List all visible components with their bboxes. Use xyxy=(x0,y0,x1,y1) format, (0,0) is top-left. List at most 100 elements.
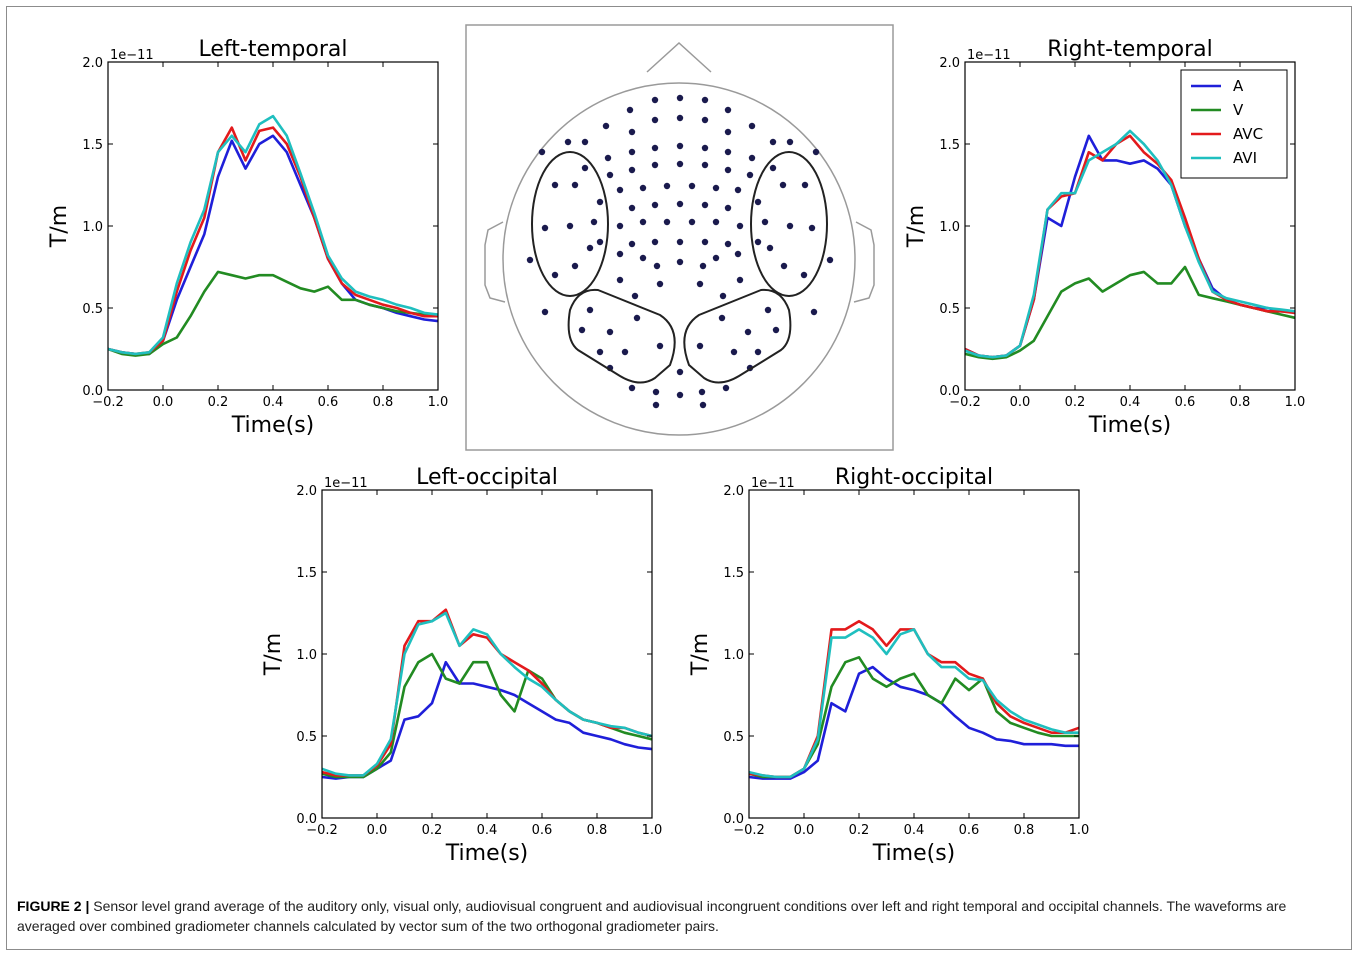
sensor-dot xyxy=(628,240,636,248)
series-line-avi xyxy=(107,114,439,356)
sensor-dot xyxy=(663,182,671,190)
sensor-dot xyxy=(734,250,742,258)
sensor-dot xyxy=(626,106,634,114)
sensor-dot xyxy=(724,106,732,114)
x-tick-label: 0.6 xyxy=(959,823,980,838)
y-tick-label: 1.5 xyxy=(939,138,960,153)
x-axis-label: Time(s) xyxy=(445,841,528,866)
sensor-dot xyxy=(581,138,589,146)
sensor-dot xyxy=(616,222,624,230)
sensor-dot xyxy=(538,148,546,156)
sensor-dot xyxy=(590,218,598,226)
sensor-dot xyxy=(656,280,664,288)
x-tick-label: 0.2 xyxy=(208,395,229,410)
sensor-dot xyxy=(639,254,647,262)
y-axis-label: T/m xyxy=(261,633,286,676)
x-tick-label: 1.0 xyxy=(1285,395,1306,410)
x-axis-label: Time(s) xyxy=(1088,413,1171,438)
caption-label: FIGURE 2 | xyxy=(17,898,90,914)
sensor-dot xyxy=(712,218,720,226)
x-tick-label: 0.0 xyxy=(1010,395,1031,410)
y-tick-label: 0.0 xyxy=(82,384,103,399)
sensor-dot xyxy=(639,218,647,226)
sensor-dot xyxy=(602,122,610,130)
y-tick-label: 1.0 xyxy=(939,220,960,235)
sensor-dots xyxy=(526,94,834,409)
legend-label-avi: AVI xyxy=(1233,149,1257,167)
sensor-dot xyxy=(581,164,589,172)
sensor-dot xyxy=(696,342,704,350)
sensor-dot xyxy=(571,181,579,189)
plot-frame xyxy=(107,61,439,391)
y-tick-label: 1.0 xyxy=(296,648,317,663)
sensor-dot xyxy=(712,254,720,262)
x-tick-label: 0.4 xyxy=(477,823,498,838)
sensor-dot xyxy=(663,218,671,226)
sensor-dot xyxy=(652,388,660,396)
sensor-dot xyxy=(628,166,636,174)
y-tick-label: 1.0 xyxy=(82,220,103,235)
x-tick-label: 1.0 xyxy=(428,395,449,410)
y-exponent-label: 1e−11 xyxy=(967,48,1011,63)
sensor-dot xyxy=(780,262,788,270)
sensor-dot xyxy=(651,144,659,152)
sensor-dot xyxy=(772,326,780,334)
x-tick-label: 0.6 xyxy=(318,395,339,410)
sensor-dot xyxy=(628,128,636,136)
x-tick-label: 0.2 xyxy=(849,823,870,838)
sensor-dot xyxy=(596,198,604,206)
sensor-dot xyxy=(688,182,696,190)
y-tick-label: 0.0 xyxy=(939,384,960,399)
figure-frame xyxy=(6,6,1352,950)
sensor-dot xyxy=(633,314,641,322)
sensor-dot xyxy=(724,128,732,136)
y-tick-label: 1.5 xyxy=(723,566,744,581)
sensor-dot xyxy=(779,181,787,189)
chart-title: Right-occipital xyxy=(835,465,993,490)
series-line-avc xyxy=(748,619,1080,779)
sensor-dot xyxy=(754,198,762,206)
series-line-v xyxy=(964,265,1296,361)
sensor-dot xyxy=(676,114,684,122)
series-line-v xyxy=(748,655,1079,779)
sensor-dot xyxy=(676,258,684,266)
sensor-dot xyxy=(616,250,624,258)
y-tick-label: 2.0 xyxy=(82,56,103,71)
x-axis-label: Time(s) xyxy=(872,841,955,866)
x-tick-label: 0.8 xyxy=(587,823,608,838)
sensor-dot xyxy=(744,328,752,336)
sensor-dot xyxy=(748,122,756,130)
sensor-dot xyxy=(628,204,636,212)
x-tick-label: −0.2 xyxy=(92,395,124,410)
x-tick-label: 0.8 xyxy=(1230,395,1251,410)
sensor-dot xyxy=(526,256,534,264)
y-tick-label: 0.5 xyxy=(939,302,960,317)
sensor-dot xyxy=(586,244,594,252)
chart-title: Left-temporal xyxy=(199,37,348,62)
sensor-dot xyxy=(701,144,709,152)
sensor-dot xyxy=(746,171,754,179)
sensor-dot xyxy=(606,171,614,179)
y-tick-label: 2.0 xyxy=(939,56,960,71)
x-tick-label: 0.2 xyxy=(422,823,443,838)
right-ear-outline xyxy=(853,221,875,303)
y-tick-label: 1.0 xyxy=(723,648,744,663)
sensor-dot xyxy=(676,160,684,168)
sensor-dot xyxy=(639,184,647,192)
sensor-dot xyxy=(621,348,629,356)
left-occipital-roi xyxy=(567,288,676,384)
sensor-dot xyxy=(769,164,777,172)
x-tick-label: 0.0 xyxy=(153,395,174,410)
y-tick-label: 1.5 xyxy=(296,566,317,581)
sensor-dot xyxy=(651,116,659,124)
sensor-dot xyxy=(734,186,742,194)
sensor-dot xyxy=(719,292,727,300)
sensor-dot xyxy=(724,240,732,248)
sensor-dot xyxy=(812,148,820,156)
sensor-dot xyxy=(652,401,660,409)
sensor-dot xyxy=(616,186,624,194)
y-exponent-label: 1e−11 xyxy=(751,476,795,491)
y-axis-label: T/m xyxy=(47,205,72,248)
x-tick-label: 0.8 xyxy=(373,395,394,410)
sensor-dot xyxy=(730,348,738,356)
